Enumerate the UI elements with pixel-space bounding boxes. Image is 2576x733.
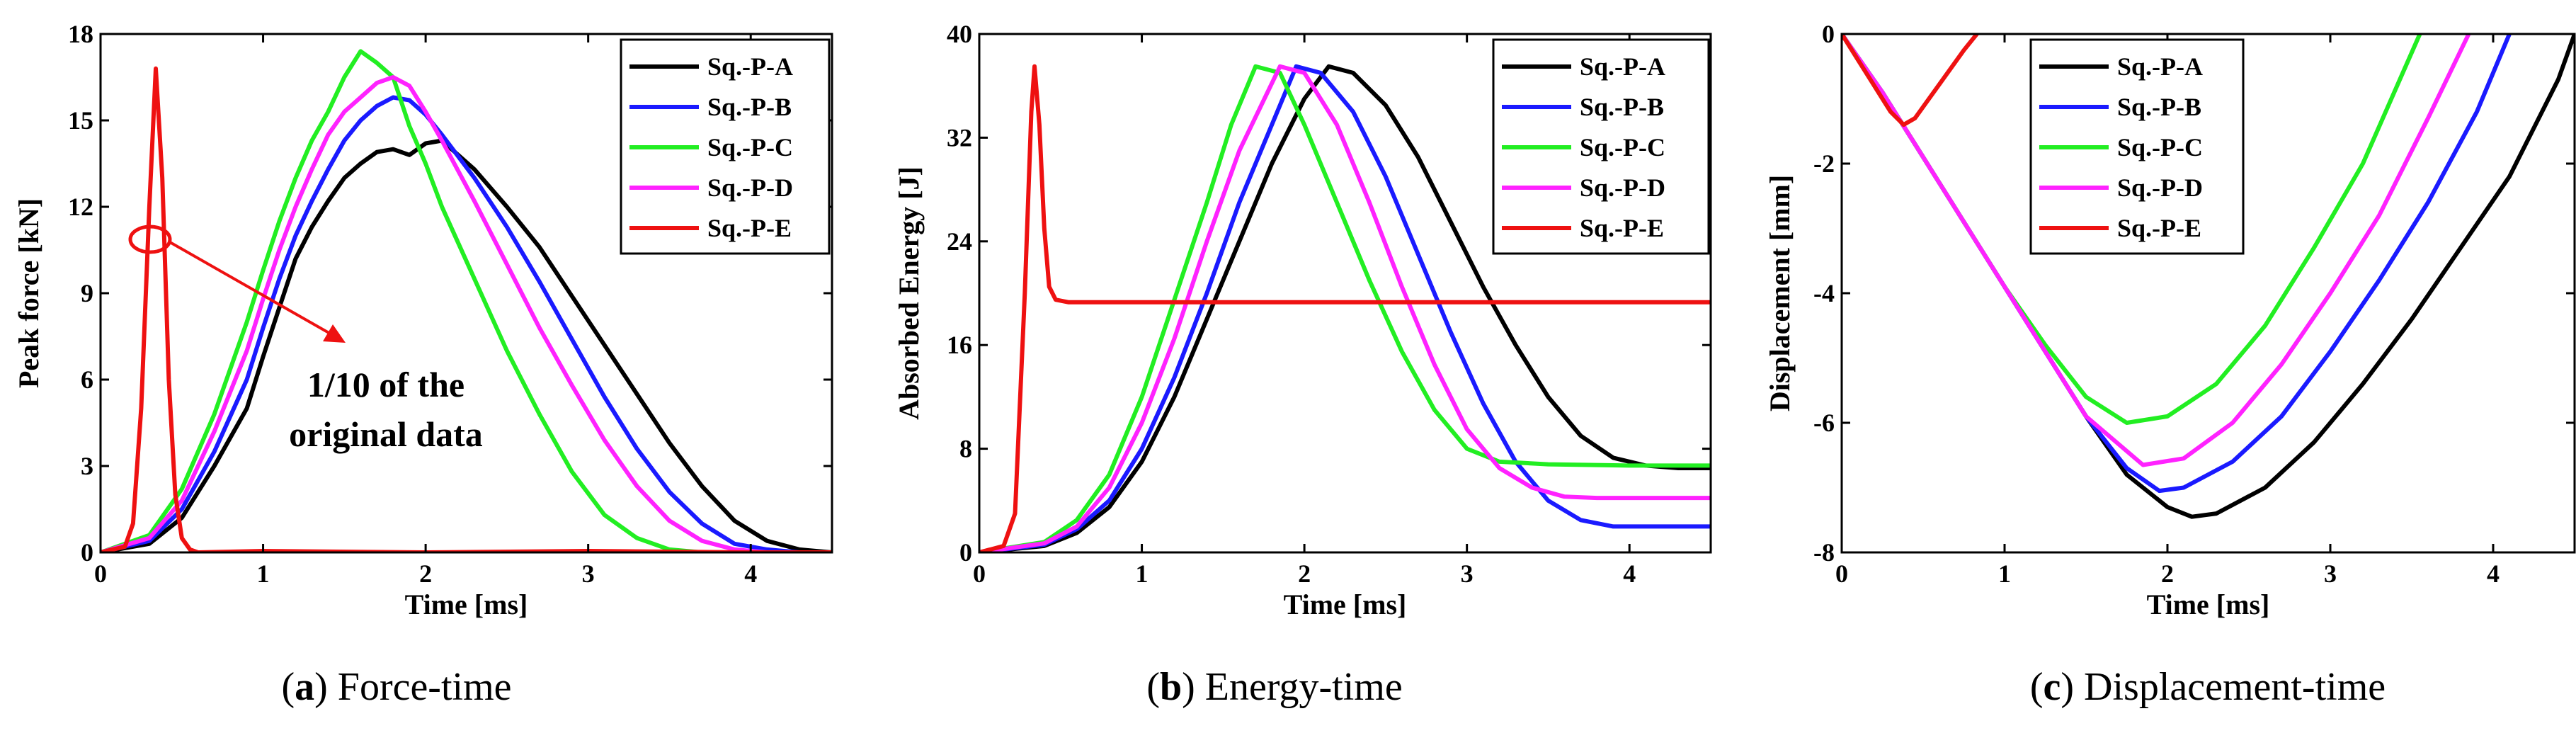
series-group — [979, 64, 1711, 552]
legend-label: Sq.-P-E — [2117, 214, 2201, 242]
y-tick-label: -8 — [1813, 538, 1835, 567]
legend-label: Sq.-P-D — [707, 174, 793, 202]
legend-label: Sq.-P-B — [1580, 93, 1664, 121]
legend-label: Sq.-P-C — [2117, 133, 2203, 161]
y-tick-label: -4 — [1813, 279, 1835, 307]
legend-label: Sq.-P-D — [2117, 174, 2203, 202]
x-tick-label: 0 — [973, 559, 986, 588]
x-tick-label: 1 — [1998, 559, 2011, 588]
y-axis-label: Displacement [mm] — [1764, 175, 1796, 411]
y-tick-label: 6 — [81, 365, 93, 394]
x-tick-label: 2 — [419, 559, 432, 588]
annotation: 1/10 of the original data — [128, 225, 483, 454]
panel-caption: (b) Energy-time — [1146, 665, 1402, 709]
plot-frame — [978, 33, 1712, 554]
legend-label: Sq.-P-D — [1580, 174, 1665, 202]
series-line-Sq.-P-D — [1842, 34, 2471, 467]
y-tick-label: 9 — [81, 279, 93, 307]
annotation-arrowhead — [323, 324, 346, 343]
x-tick-label: 3 — [582, 559, 595, 588]
y-tick-label: 0 — [1822, 20, 1835, 48]
x-axis-label: Time [ms] — [405, 589, 528, 620]
y-tick-label: 8 — [959, 435, 972, 463]
legend-label: Sq.-P-B — [2117, 93, 2201, 121]
y-tick-label: -6 — [1813, 409, 1835, 437]
legend-label: Sq.-P-A — [2117, 52, 2203, 81]
x-tick-label: 2 — [1298, 559, 1311, 588]
x-axis-label: Time [ms] — [2147, 589, 2270, 620]
caption-letter: c — [2044, 665, 2061, 709]
x-tick-label: 3 — [2324, 559, 2337, 588]
series-line-Sq.-P-A — [979, 64, 1711, 552]
legend-label: Sq.-P-C — [1580, 133, 1665, 161]
series-group — [1842, 34, 2575, 519]
legend-label: Sq.-P-B — [707, 93, 792, 121]
annotation-ellipse — [128, 225, 172, 254]
y-tick-label: 16 — [947, 331, 972, 359]
legend: Sq.-P-A Sq.-P-B Sq.-P-C Sq.-P-D Sq.-P-E — [2029, 38, 2245, 255]
series-line-Sq.-P-D — [101, 75, 770, 552]
y-tick-label: 18 — [68, 20, 93, 48]
legend-label: Sq.-P-E — [1580, 214, 1664, 242]
panel-c: 0 1 2 3 4 -8 -6 -4 -2 0 Time [ms] Displacement [mm]… — [1764, 20, 2576, 709]
x-tick-label: 4 — [744, 559, 757, 588]
y-tick-label: -2 — [1813, 149, 1835, 178]
y-tick-label: 24 — [947, 227, 972, 256]
x-tick-label: 3 — [1461, 559, 1474, 588]
series-line-Sq.-P-E — [979, 64, 1711, 552]
annotation-line-2: original data — [289, 414, 483, 454]
y-tick-label: 0 — [81, 538, 93, 567]
x-tick-label: 4 — [1623, 559, 1636, 588]
legend: Sq.-P-A Sq.-P-B Sq.-P-C Sq.-P-D Sq.-P-E — [1492, 38, 1710, 255]
legend: Sq.-P-A Sq.-P-B Sq.-P-C Sq.-P-D Sq.-P-E — [620, 38, 831, 255]
legend-label: Sq.-P-C — [707, 133, 793, 161]
y-tick-label: 12 — [68, 193, 93, 221]
caption-letter: a — [295, 665, 314, 709]
y-axis-label: Absorbed Energy [J] — [893, 166, 925, 420]
panel-caption: (c) Displacement-time — [2030, 665, 2386, 709]
series-line-Sq.-P-E — [1842, 34, 1979, 127]
series-line-Sq.-P-B — [979, 64, 1711, 552]
x-tick-label: 0 — [1835, 559, 1848, 588]
legend-label: Sq.-P-A — [1580, 52, 1665, 81]
y-tick-label: 15 — [68, 106, 93, 135]
y-tick-label: 0 — [959, 538, 972, 567]
y-tick-label: 32 — [947, 123, 972, 152]
annotation-arrow — [169, 241, 332, 336]
x-tick-label: 2 — [2161, 559, 2174, 588]
series-line-Sq.-P-D — [979, 64, 1711, 552]
legend-label: Sq.-P-A — [707, 52, 793, 81]
legend-label: Sq.-P-E — [707, 214, 792, 242]
annotation-line-1: 1/10 of the — [307, 365, 465, 404]
panel-caption: (a) Force-time — [282, 665, 512, 709]
x-tick-label: 0 — [94, 559, 107, 588]
series-line-Sq.-P-C — [101, 49, 705, 552]
y-tick-label: 3 — [81, 452, 93, 480]
x-tick-label: 1 — [1136, 559, 1149, 588]
series-group — [101, 49, 832, 552]
x-tick-label: 4 — [2487, 559, 2500, 588]
x-tick-label: 1 — [257, 559, 270, 588]
x-axis-label: Time [ms] — [1284, 589, 1407, 620]
y-tick-label: 40 — [947, 20, 972, 48]
caption-letter: b — [1160, 665, 1182, 709]
y-axis-label: Peak force [kN] — [13, 198, 45, 388]
